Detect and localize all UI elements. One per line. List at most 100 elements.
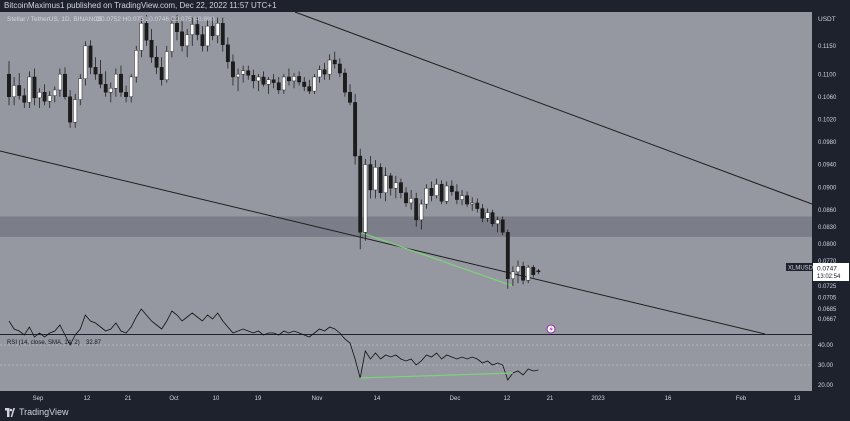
candle-body: [220, 23, 225, 45]
candle-body: [241, 70, 246, 75]
candle-body: [88, 45, 93, 68]
time-ticks-group: Sep 12 21 Oct 10 19 Nov 14 Dec 12 21 2023 16 Feb 13: [33, 396, 801, 402]
candle-body: [388, 175, 393, 189]
candle-body: [78, 78, 83, 100]
tradingview-logo-icon: [5, 408, 15, 417]
candle-body: [231, 61, 235, 78]
candle-body: [337, 63, 342, 74]
time-axis[interactable]: [0, 391, 812, 404]
candle-body: [317, 69, 322, 78]
symbol-tag: [786, 263, 812, 271]
candle-body: [47, 95, 52, 102]
candle-body: [536, 270, 541, 273]
candle-body: [63, 73, 67, 97]
rsi-tick: 20.00: [818, 383, 834, 389]
rsi-pane-bg: [0, 335, 812, 391]
candle-body: [434, 184, 439, 196]
candle-body: [251, 75, 256, 82]
price-ticks-group: 0.1150 0.1100 0.1060 0.1020 0.0980 0.0940 0.09…: [818, 44, 837, 323]
candle-body: [93, 67, 98, 75]
candle-body: [490, 212, 495, 225]
candle-body: [511, 271, 515, 279]
candle-body: [154, 56, 159, 68]
candle-body: [485, 212, 490, 219]
candle-body: [32, 76, 37, 99]
candle-body: [7, 73, 11, 97]
candle-body: [449, 185, 454, 192]
candle-body: [500, 219, 505, 233]
price-tick: 0.0667: [818, 317, 837, 323]
ohlc-legend: O0.0752 H0.075 L0.0746 C0.075 (-0.6%): [96, 16, 215, 23]
candle-body: [22, 95, 27, 103]
candle-body: [495, 219, 500, 225]
candle-body: [215, 23, 220, 36]
candle-body: [439, 184, 444, 202]
candle-body: [281, 76, 286, 91]
candle-body: [256, 76, 261, 82]
candle-body: [373, 167, 378, 191]
price-axis[interactable]: [812, 12, 850, 404]
time-tick: 16: [665, 396, 672, 402]
time-tick: 21: [125, 396, 132, 402]
candle-body: [404, 192, 408, 204]
candle-body: [516, 266, 520, 273]
time-tick: 10: [213, 396, 220, 402]
lightning-icon: [549, 326, 553, 332]
candle-body: [475, 202, 480, 209]
candle-body: [129, 76, 134, 97]
candle-body: [73, 99, 78, 123]
candle-body: [444, 185, 449, 202]
bar-countdown: 13:02:54: [817, 274, 841, 280]
candles-group: [7, 14, 541, 289]
rsi-tick: 30.00: [818, 363, 834, 369]
price-tick: 0.0685: [818, 307, 837, 313]
price-tick: 0.0860: [818, 208, 837, 214]
candle-body: [149, 40, 154, 58]
candle-body: [205, 25, 210, 47]
candle-body: [526, 267, 531, 281]
candle-body: [419, 203, 424, 221]
current-price: 0.0747: [817, 266, 837, 273]
candle-body: [266, 79, 271, 85]
candle-body: [521, 266, 525, 281]
candle-body: [159, 67, 164, 80]
candle-body: [312, 76, 317, 92]
candle-body: [52, 89, 57, 96]
candle-body: [200, 34, 205, 47]
price-tick: 0.0725: [818, 284, 837, 290]
candle-body: [378, 167, 383, 193]
current-price-label: [813, 263, 849, 281]
time-tick: 14: [374, 396, 381, 402]
candle-body: [169, 23, 174, 52]
rsi-legend: RSI (14, close, SMA, 14, 2): [7, 340, 80, 346]
footer-bar: TradingView: [0, 404, 850, 421]
time-tick: Sep: [33, 396, 44, 402]
price-tick: 0.1020: [818, 118, 837, 124]
candle-body: [83, 45, 88, 79]
time-tick: 2023: [591, 396, 605, 402]
candle-body: [460, 195, 464, 200]
candle-body: [531, 267, 536, 275]
candle-body: [271, 79, 276, 83]
candle-body: [17, 85, 22, 96]
candle-body: [465, 195, 469, 205]
upper-trendline[interactable]: [294, 12, 813, 205]
candle-body: [429, 188, 434, 196]
candle-body: [353, 102, 358, 157]
rsi-divergence-line: [360, 372, 513, 379]
candle-body: [175, 23, 179, 32]
candle-body: [480, 208, 485, 219]
symbol-tag-label: XLMUSDT: [788, 266, 817, 272]
candle-body: [368, 164, 373, 191]
chart-canvas[interactable]: Stellar / TetherUS, 1D, BINANCE O0.0752 …: [0, 12, 850, 404]
lower-trendline[interactable]: [0, 150, 766, 335]
price-tick: 0.0705: [818, 295, 837, 301]
rsi-value: 32.87: [86, 340, 102, 346]
candle-body: [37, 92, 42, 99]
time-tick: Oct: [169, 396, 179, 402]
candle-body: [58, 73, 62, 91]
rsi-tick: 40.00: [818, 343, 834, 349]
candle-body: [505, 232, 510, 279]
rsi-line: [8, 308, 539, 381]
